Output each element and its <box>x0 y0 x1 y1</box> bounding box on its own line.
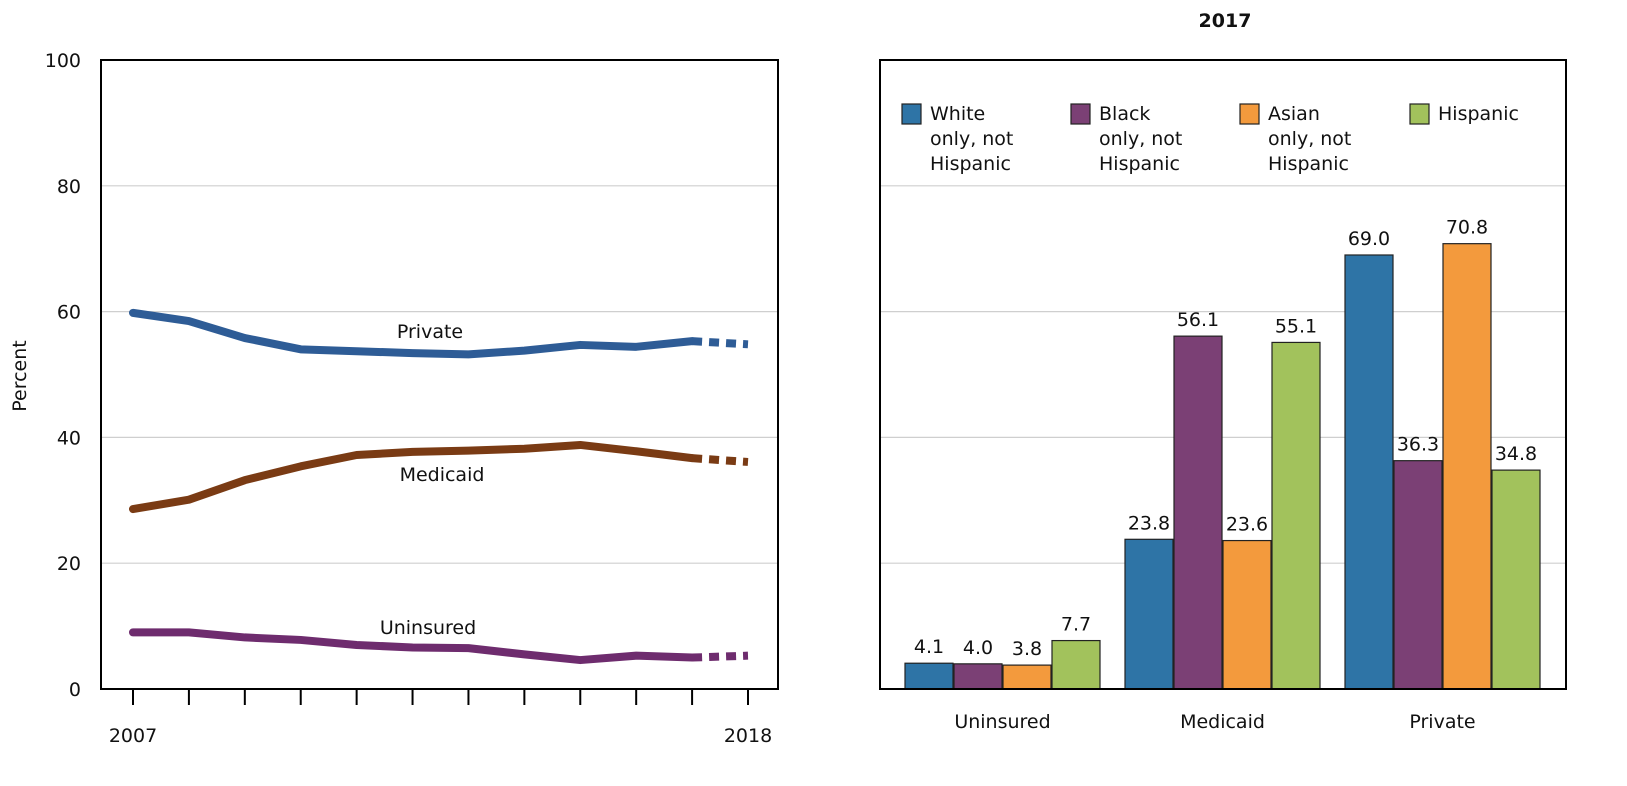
left-series-labels: Private Medicaid Uninsured <box>380 321 485 639</box>
right-category-labels: Uninsured Medicaid Private <box>954 711 1475 733</box>
legend-label: only, not <box>1099 128 1182 150</box>
left-y-tick-label: 0 <box>69 679 81 701</box>
series-projection-medicaid <box>691 454 749 466</box>
bar-value-label: 23.6 <box>1226 514 1268 536</box>
left-x-tick-label: 2007 <box>109 725 157 747</box>
right-bars <box>904 243 1541 690</box>
legend-swatch <box>1239 103 1260 125</box>
legend-label: only, not <box>1268 128 1351 150</box>
bar-value-label: 56.1 <box>1177 309 1219 331</box>
series-label-medicaid: Medicaid <box>400 464 485 486</box>
left-y-tick-label: 80 <box>57 176 81 198</box>
right-legend: White only, not Hispanic Black only, not Hisp… <box>901 103 1519 175</box>
left-x-axis-ticks: 2007 2018 <box>109 689 772 747</box>
bar-private-2 <box>1442 243 1492 690</box>
series-line-uninsured <box>129 628 697 665</box>
left-x-tick-label: 2018 <box>724 725 772 747</box>
bar-value-label: 55.1 <box>1275 315 1317 337</box>
series-line-medicaid <box>129 440 697 514</box>
series-label-private: Private <box>397 321 463 343</box>
legend-label: Hispanic <box>1438 103 1519 125</box>
category-label-medicaid: Medicaid <box>1180 711 1265 733</box>
bar-private-3 <box>1491 469 1541 690</box>
left-y-axis-ticks: 0 20 40 60 80 100 <box>45 50 81 701</box>
bar-value-label: 4.0 <box>963 637 993 659</box>
legend-swatch <box>1070 103 1091 125</box>
bar-uninsured-2 <box>1002 664 1052 690</box>
legend-label: White <box>930 103 985 125</box>
left-series-lines <box>129 308 749 665</box>
left-line-chart: 0 20 40 60 80 100 2007 2018 Percent Private Med… <box>9 50 779 747</box>
bar-value-label: 23.8 <box>1128 512 1170 534</box>
bar-value-label: 69.0 <box>1348 228 1390 250</box>
left-plot-frame <box>100 59 779 690</box>
legend-label: Hispanic <box>1099 153 1180 175</box>
left-y-tick-label: 100 <box>45 50 81 72</box>
right-chart-title: 2017 <box>1199 10 1252 32</box>
bar-uninsured-3 <box>1051 639 1101 690</box>
bar-private-0 <box>1344 254 1394 690</box>
left-y-axis-label: Percent <box>9 340 31 412</box>
bar-value-label: 4.1 <box>914 636 944 658</box>
category-label-uninsured: Uninsured <box>954 711 1050 733</box>
category-label-private: Private <box>1409 711 1475 733</box>
legend-label: only, not <box>930 128 1013 150</box>
legend-swatch <box>1409 103 1430 125</box>
series-projection-uninsured <box>691 651 749 662</box>
bar-uninsured-1 <box>953 663 1003 690</box>
bar-medicaid-3 <box>1271 341 1321 690</box>
right-bar-chart: 2017 4.1 4.0 3.8 7.7 23.8 56.1 23.6 55.1 69.0 36.… <box>879 10 1567 733</box>
legend-label: Hispanic <box>1268 153 1349 175</box>
right-plot-frame <box>879 59 1567 690</box>
left-y-tick-label: 20 <box>57 553 81 575</box>
legend-label: Asian <box>1268 103 1320 125</box>
left-y-tick-label: 40 <box>57 427 81 449</box>
bar-value-label: 70.8 <box>1446 217 1488 239</box>
legend-label: Black <box>1099 103 1150 125</box>
bar-value-label: 34.8 <box>1495 443 1537 465</box>
bar-medicaid-1 <box>1173 335 1223 690</box>
left-gridlines <box>101 185 778 564</box>
series-label-uninsured: Uninsured <box>380 617 476 639</box>
bar-uninsured-0 <box>904 662 954 690</box>
bar-medicaid-2 <box>1222 539 1272 690</box>
bar-value-label: 36.3 <box>1397 434 1439 456</box>
series-projection-private <box>691 337 749 349</box>
bar-value-label: 7.7 <box>1061 614 1091 636</box>
bar-medicaid-0 <box>1124 538 1174 690</box>
bar-value-label: 3.8 <box>1012 638 1042 660</box>
left-y-tick-label: 60 <box>57 302 81 324</box>
bar-private-1 <box>1393 460 1443 690</box>
series-line-private <box>129 308 697 359</box>
legend-swatch <box>901 103 922 125</box>
right-bar-value-labels: 4.1 4.0 3.8 7.7 23.8 56.1 23.6 55.1 69.0 36.3 70.8… <box>914 217 1537 660</box>
legend-label: Hispanic <box>930 153 1011 175</box>
